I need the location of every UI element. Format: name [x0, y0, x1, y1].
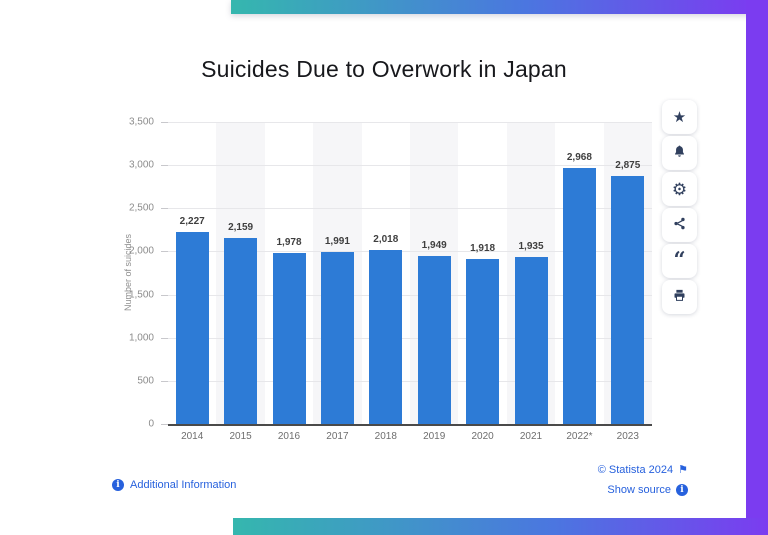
bar-value-label: 2,968 — [566, 151, 592, 163]
notifications-button[interactable] — [662, 136, 697, 170]
x-axis-labels: 2014 2015 2016 2017 2018 2019 2020 2021 2022* 202… — [168, 431, 652, 445]
bar-value-label: 1,935 — [518, 241, 544, 253]
y-axis-tick-label: 1,500 — [128, 289, 154, 301]
x-axis-label: 2020 — [471, 431, 494, 442]
gridline — [168, 337, 652, 339]
additional-information-link[interactable]: i Additional Information — [112, 479, 236, 491]
y-axis-tickmark — [161, 294, 168, 296]
quote-icon: “ — [673, 247, 686, 272]
bar-2019[interactable] — [417, 255, 451, 424]
plot-area: 2,227 2,159 1,978 1,991 2,018 1,949 1,918 1,935… — [161, 122, 652, 426]
brand-gradient-bottom-bar — [233, 518, 768, 535]
gear-icon: ⚙ — [671, 179, 688, 199]
star-icon: ★ — [672, 108, 687, 126]
bar-value-label: 1,978 — [276, 237, 302, 249]
bar-2023[interactable] — [611, 175, 645, 424]
favorite-button[interactable]: ★ — [662, 100, 697, 134]
gridline — [168, 165, 652, 167]
gridline — [168, 122, 652, 123]
source-links: © Statista 2024 ⚑ Show source i — [598, 460, 688, 500]
y-axis-tickmark — [161, 337, 168, 339]
x-axis-label: 2022* — [566, 431, 593, 442]
x-axis-label: 2018 — [374, 431, 397, 442]
bell-icon — [672, 144, 687, 163]
y-axis-tick-label: 0 — [148, 418, 154, 430]
bar-2018[interactable] — [369, 249, 403, 424]
y-axis-tickmark — [161, 251, 168, 253]
bar-value-label: 2,159 — [228, 221, 254, 233]
bar-value-label: 1,949 — [421, 239, 447, 251]
bar-2021[interactable] — [514, 257, 548, 424]
y-axis-tick-labels: 0 500 1,000 1,500 2,000 2,500 3,000 3,500 — [108, 117, 158, 430]
bar-2022*[interactable] — [562, 167, 596, 424]
y-axis-tick-label: 2,500 — [128, 202, 154, 214]
x-axis-label: 2019 — [423, 431, 446, 442]
chart-title: Suicides Due to Overwork in Japan — [201, 56, 567, 82]
x-axis-label: 2014 — [181, 431, 204, 442]
printer-icon — [672, 288, 687, 307]
settings-button[interactable]: ⚙ — [662, 172, 697, 206]
y-axis-tick-label: 500 — [137, 375, 154, 387]
show-source-label[interactable]: Show source — [607, 484, 671, 496]
bar-value-label: 2,227 — [179, 215, 205, 227]
x-axis-label: 2017 — [326, 431, 349, 442]
info-icon: i — [676, 484, 688, 496]
gridline — [168, 294, 652, 296]
share-icon — [672, 216, 687, 235]
print-button[interactable] — [662, 280, 697, 314]
y-axis-tickmark — [161, 122, 168, 123]
copyright-row: © Statista 2024 ⚑ — [598, 460, 688, 480]
chart-toolbar: ★ ⚙ “ — [662, 100, 697, 314]
bar-value-label: 1,991 — [324, 236, 350, 248]
share-button[interactable] — [662, 208, 697, 242]
copyright-text: © Statista 2024 — [597, 464, 674, 476]
bar-2015[interactable] — [224, 237, 258, 424]
bar-2020[interactable] — [466, 258, 500, 424]
y-axis-tick-label: 3,000 — [128, 159, 154, 171]
cite-button[interactable]: “ — [662, 244, 697, 278]
y-axis-tickmark — [161, 208, 168, 210]
x-axis-label: 2023 — [616, 431, 639, 442]
x-axis-label: 2021 — [519, 431, 543, 442]
bar-value-label: 2,018 — [373, 233, 399, 245]
gridline — [168, 208, 652, 210]
x-axis-label: 2015 — [229, 431, 252, 442]
show-source-row[interactable]: Show source i — [598, 480, 688, 500]
y-axis-tick-label: 2,000 — [128, 245, 154, 257]
flag-icon[interactable]: ⚑ — [678, 463, 688, 476]
x-axis-label: 2016 — [277, 431, 301, 442]
bar-2014[interactable] — [175, 231, 209, 424]
y-axis-tick-label: 3,500 — [128, 116, 154, 128]
info-icon: i — [112, 479, 124, 491]
y-axis-tickmark — [161, 424, 168, 425]
additional-information-label[interactable]: Additional Information — [130, 479, 237, 491]
y-axis-tickmark — [161, 380, 168, 382]
gridline — [168, 380, 652, 382]
bar-2017[interactable] — [320, 252, 354, 424]
bar-value-label: 1,918 — [470, 242, 496, 254]
bar-2016[interactable] — [272, 253, 306, 424]
bar-value-label: 2,875 — [615, 159, 641, 171]
y-axis-tick-label: 1,000 — [128, 332, 154, 344]
gridline — [168, 251, 652, 253]
brand-gradient-top-bar — [231, 0, 768, 14]
brand-gradient-right-bar — [746, 0, 768, 535]
y-axis-tickmark — [161, 165, 168, 167]
